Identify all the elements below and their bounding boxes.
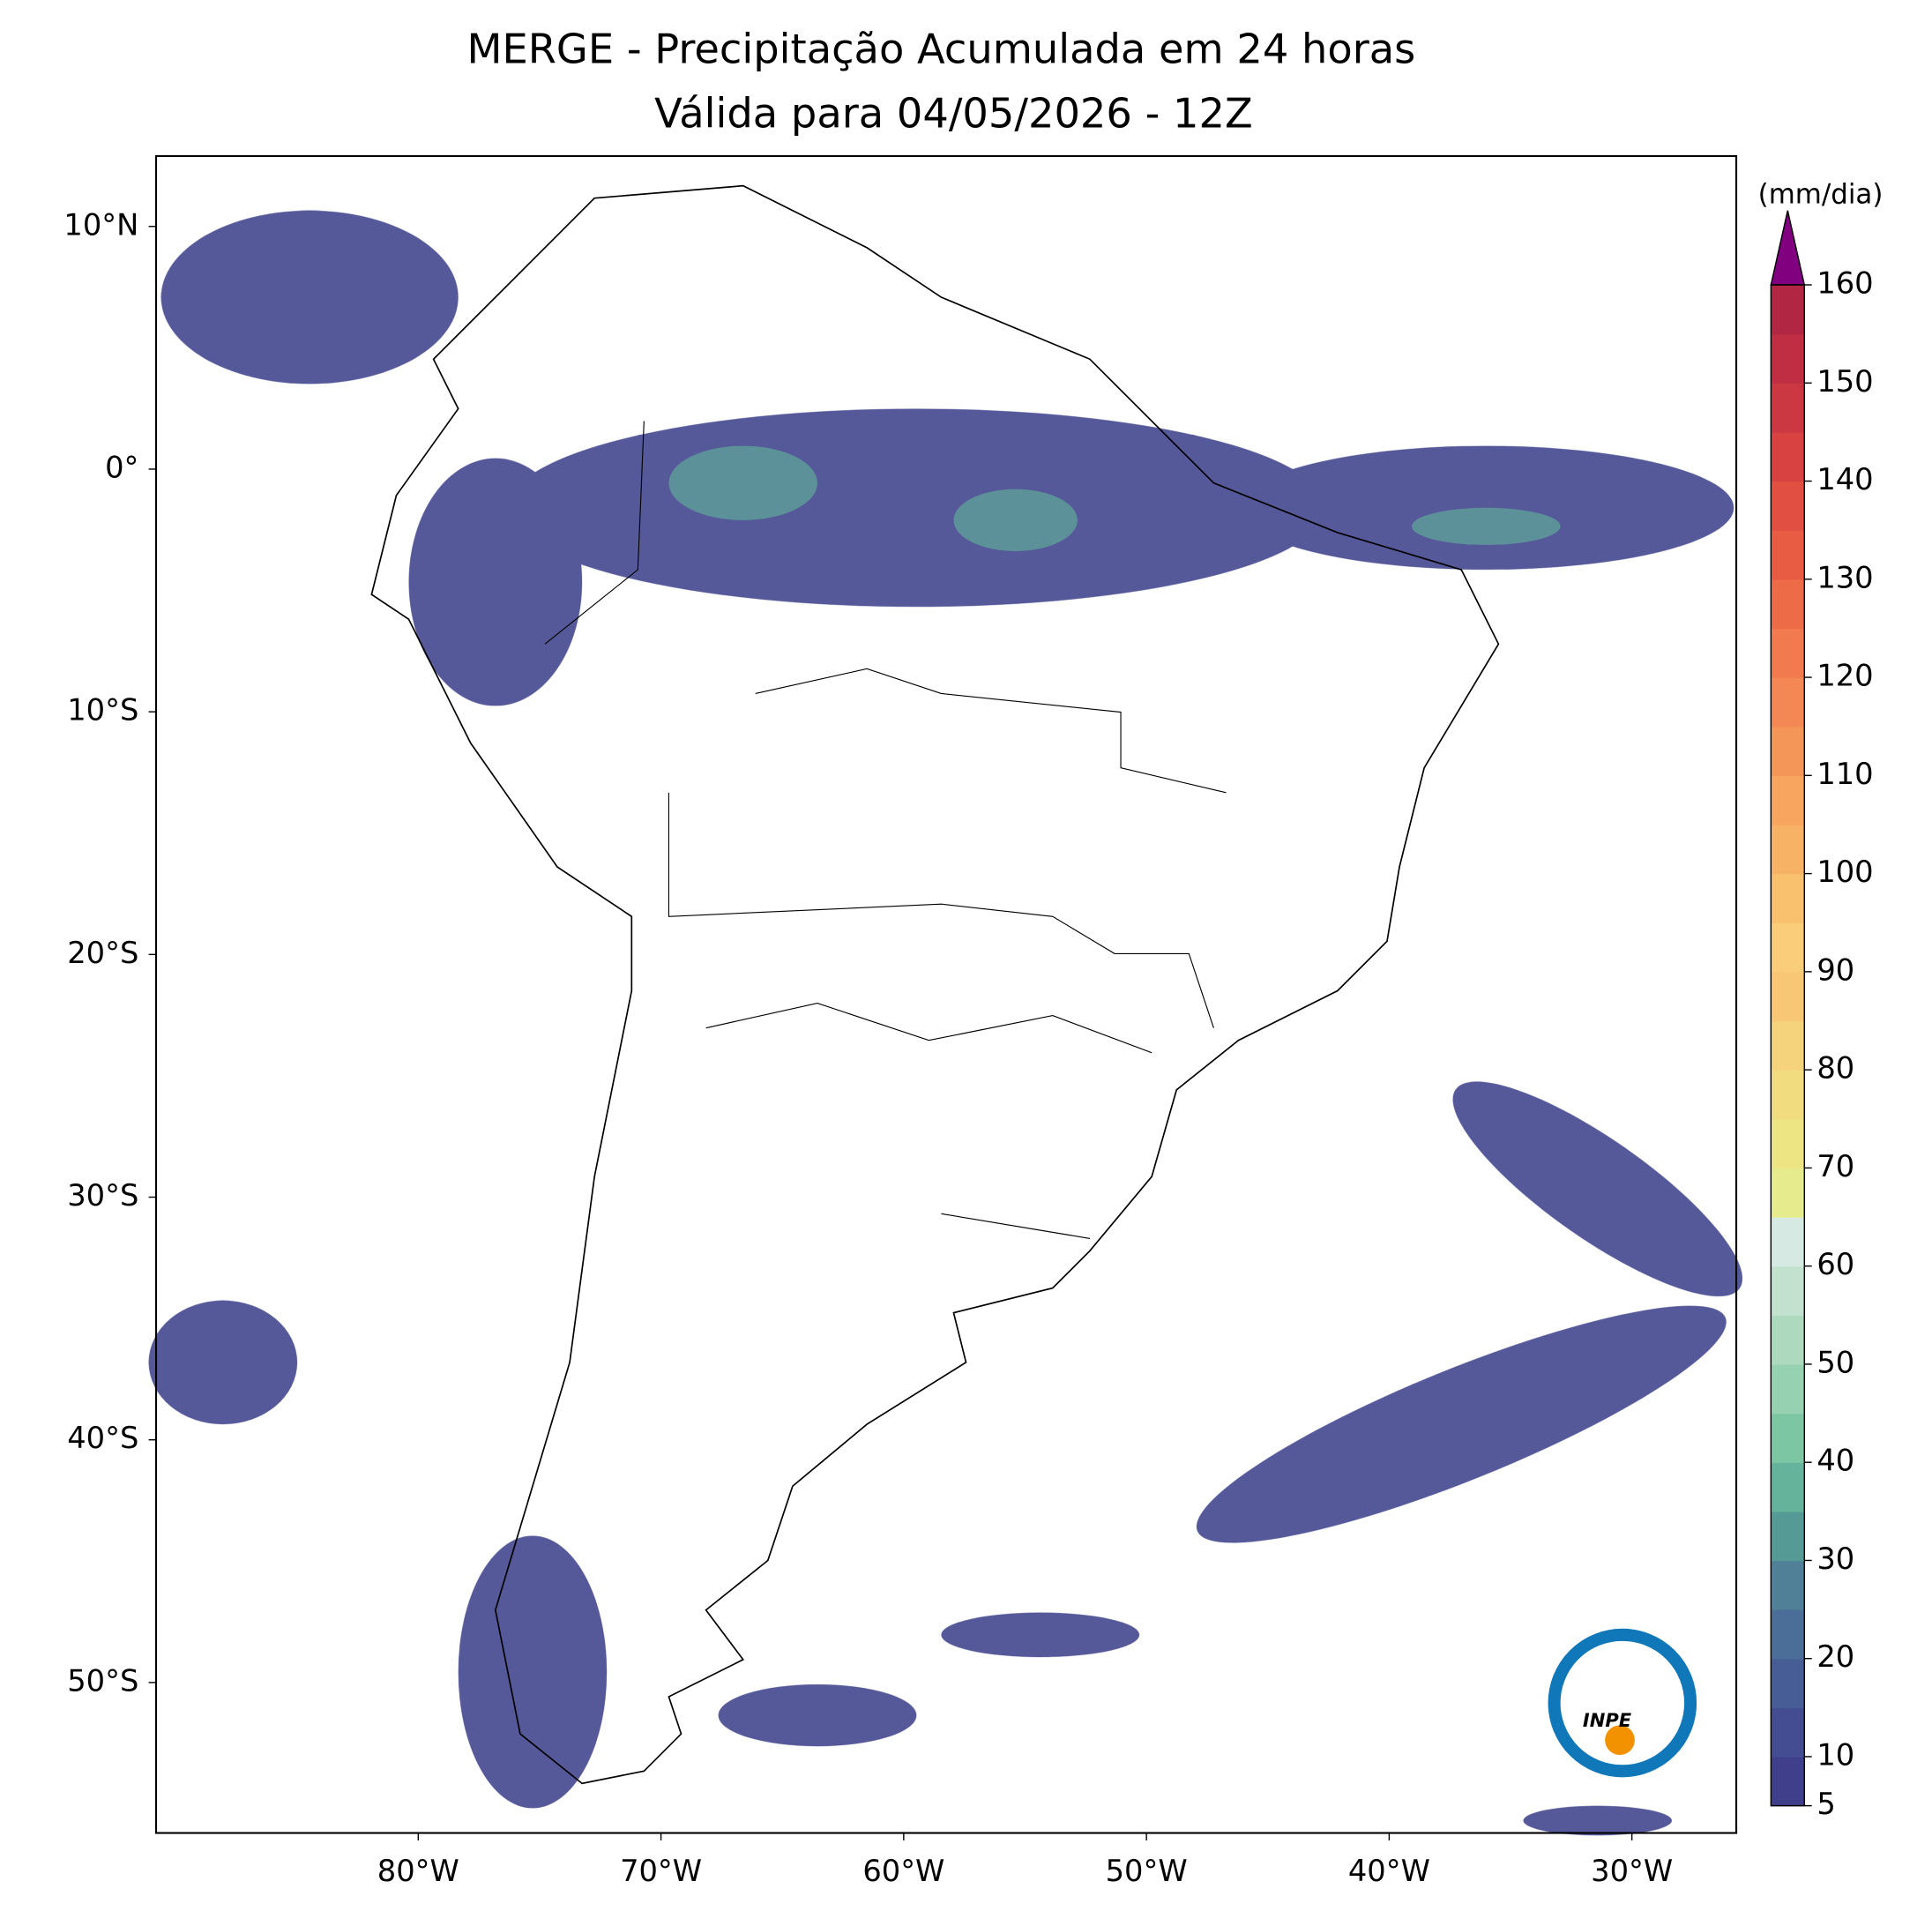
colorbar-tick-label: 120: [1816, 659, 1873, 693]
colorbar-band: [1771, 1462, 1805, 1512]
colorbar-band: [1771, 1217, 1805, 1267]
colorbar-tick-label: 90: [1816, 952, 1854, 987]
colorbar-band: [1771, 1168, 1805, 1218]
x-tick-label: 30°W: [1591, 1854, 1673, 1888]
colorbar-band: [1771, 1020, 1805, 1071]
logo-text: INPE: [1583, 1709, 1632, 1731]
colorbar-band: [1771, 1658, 1805, 1709]
colorbar-band: [1771, 922, 1805, 973]
x-tick-label: 40°W: [1348, 1854, 1430, 1888]
colorbar-band: [1771, 775, 1805, 825]
colorbar-tick-label: 30: [1816, 1541, 1854, 1576]
y-tick-label: 30°S: [67, 1178, 138, 1213]
x-tick-label: 70°W: [620, 1854, 702, 1888]
colorbar-band: [1771, 1070, 1805, 1120]
colorbar-band: [1771, 1511, 1805, 1562]
y-tick-label: 10°N: [63, 207, 138, 242]
colorbar-band: [1771, 873, 1805, 923]
colorbar-band: [1771, 333, 1805, 384]
colorbar-tick-label: 100: [1816, 855, 1873, 889]
colorbar-band: [1771, 1363, 1805, 1415]
colorbar-tick-label: 140: [1816, 462, 1873, 496]
map-frame: [154, 154, 1738, 1834]
y-tick-label: 40°S: [67, 1421, 138, 1455]
colorbar-frame: [1770, 284, 1805, 1807]
y-tick-label: 0°: [105, 450, 138, 484]
colorbar-band: [1771, 824, 1805, 875]
x-tick-label: 60°W: [862, 1854, 944, 1888]
colorbar-extend: [1770, 210, 1806, 286]
colorbar-band: [1771, 285, 1805, 335]
colorbar-band: [1771, 481, 1805, 531]
colorbar-band: [1771, 530, 1805, 580]
colorbar-tick-label: 5: [1816, 1787, 1835, 1821]
colorbar-tick-label: 70: [1816, 1149, 1854, 1183]
colorbar-band: [1771, 1315, 1805, 1365]
colorbar-tick-label: 60: [1816, 1247, 1854, 1281]
colorbar-tick-label: 110: [1816, 757, 1873, 791]
subtitle: Válida para 04/05/2026 - 12Z: [654, 90, 1253, 138]
colorbar-tick-label: 160: [1816, 266, 1873, 301]
colorbar-band: [1771, 677, 1805, 728]
colorbar-tick-label: 40: [1816, 1444, 1854, 1478]
colorbar-band: [1771, 1560, 1805, 1610]
colorbar-band: [1771, 1118, 1805, 1169]
colorbar-band: [1771, 431, 1805, 482]
colorbar-band: [1771, 1265, 1805, 1317]
title: MERGE - Precipitação Acumulada em 24 hor…: [466, 25, 1415, 72]
x-tick-label: 50°W: [1106, 1854, 1188, 1888]
precipitation-field: [148, 210, 1742, 1836]
coastline: [370, 184, 1500, 1785]
borders: [544, 421, 1227, 1239]
colorbar-band: [1771, 726, 1805, 777]
colorbar-label: (mm/dia): [1758, 178, 1884, 210]
colorbar-tick-label: 50: [1816, 1345, 1854, 1379]
colorbar-band: [1771, 383, 1805, 433]
logo: INPE: [1548, 1628, 1697, 1778]
precipitation-core: [668, 445, 1561, 551]
colorbar-tick-label: 130: [1816, 560, 1873, 594]
y-tick-label: 20°S: [67, 936, 138, 970]
colorbar-band: [1771, 1756, 1805, 1807]
colorbar-tick-label: 150: [1816, 364, 1873, 399]
y-tick-label: 10°S: [67, 693, 138, 728]
x-tick-label: 80°W: [377, 1854, 459, 1888]
colorbar-tick-label: 20: [1816, 1639, 1854, 1674]
y-tick-label: 50°S: [67, 1663, 138, 1698]
colorbar-band: [1771, 1707, 1805, 1758]
colorbar-band: [1771, 1413, 1805, 1463]
colorbar-band: [1771, 1609, 1805, 1660]
colorbar-band: [1771, 971, 1805, 1022]
colorbar-band: [1771, 579, 1805, 630]
colorbar-tick-label: 10: [1816, 1737, 1854, 1772]
colorbar-tick-label: 80: [1816, 1051, 1854, 1086]
colorbar-band: [1771, 628, 1805, 678]
